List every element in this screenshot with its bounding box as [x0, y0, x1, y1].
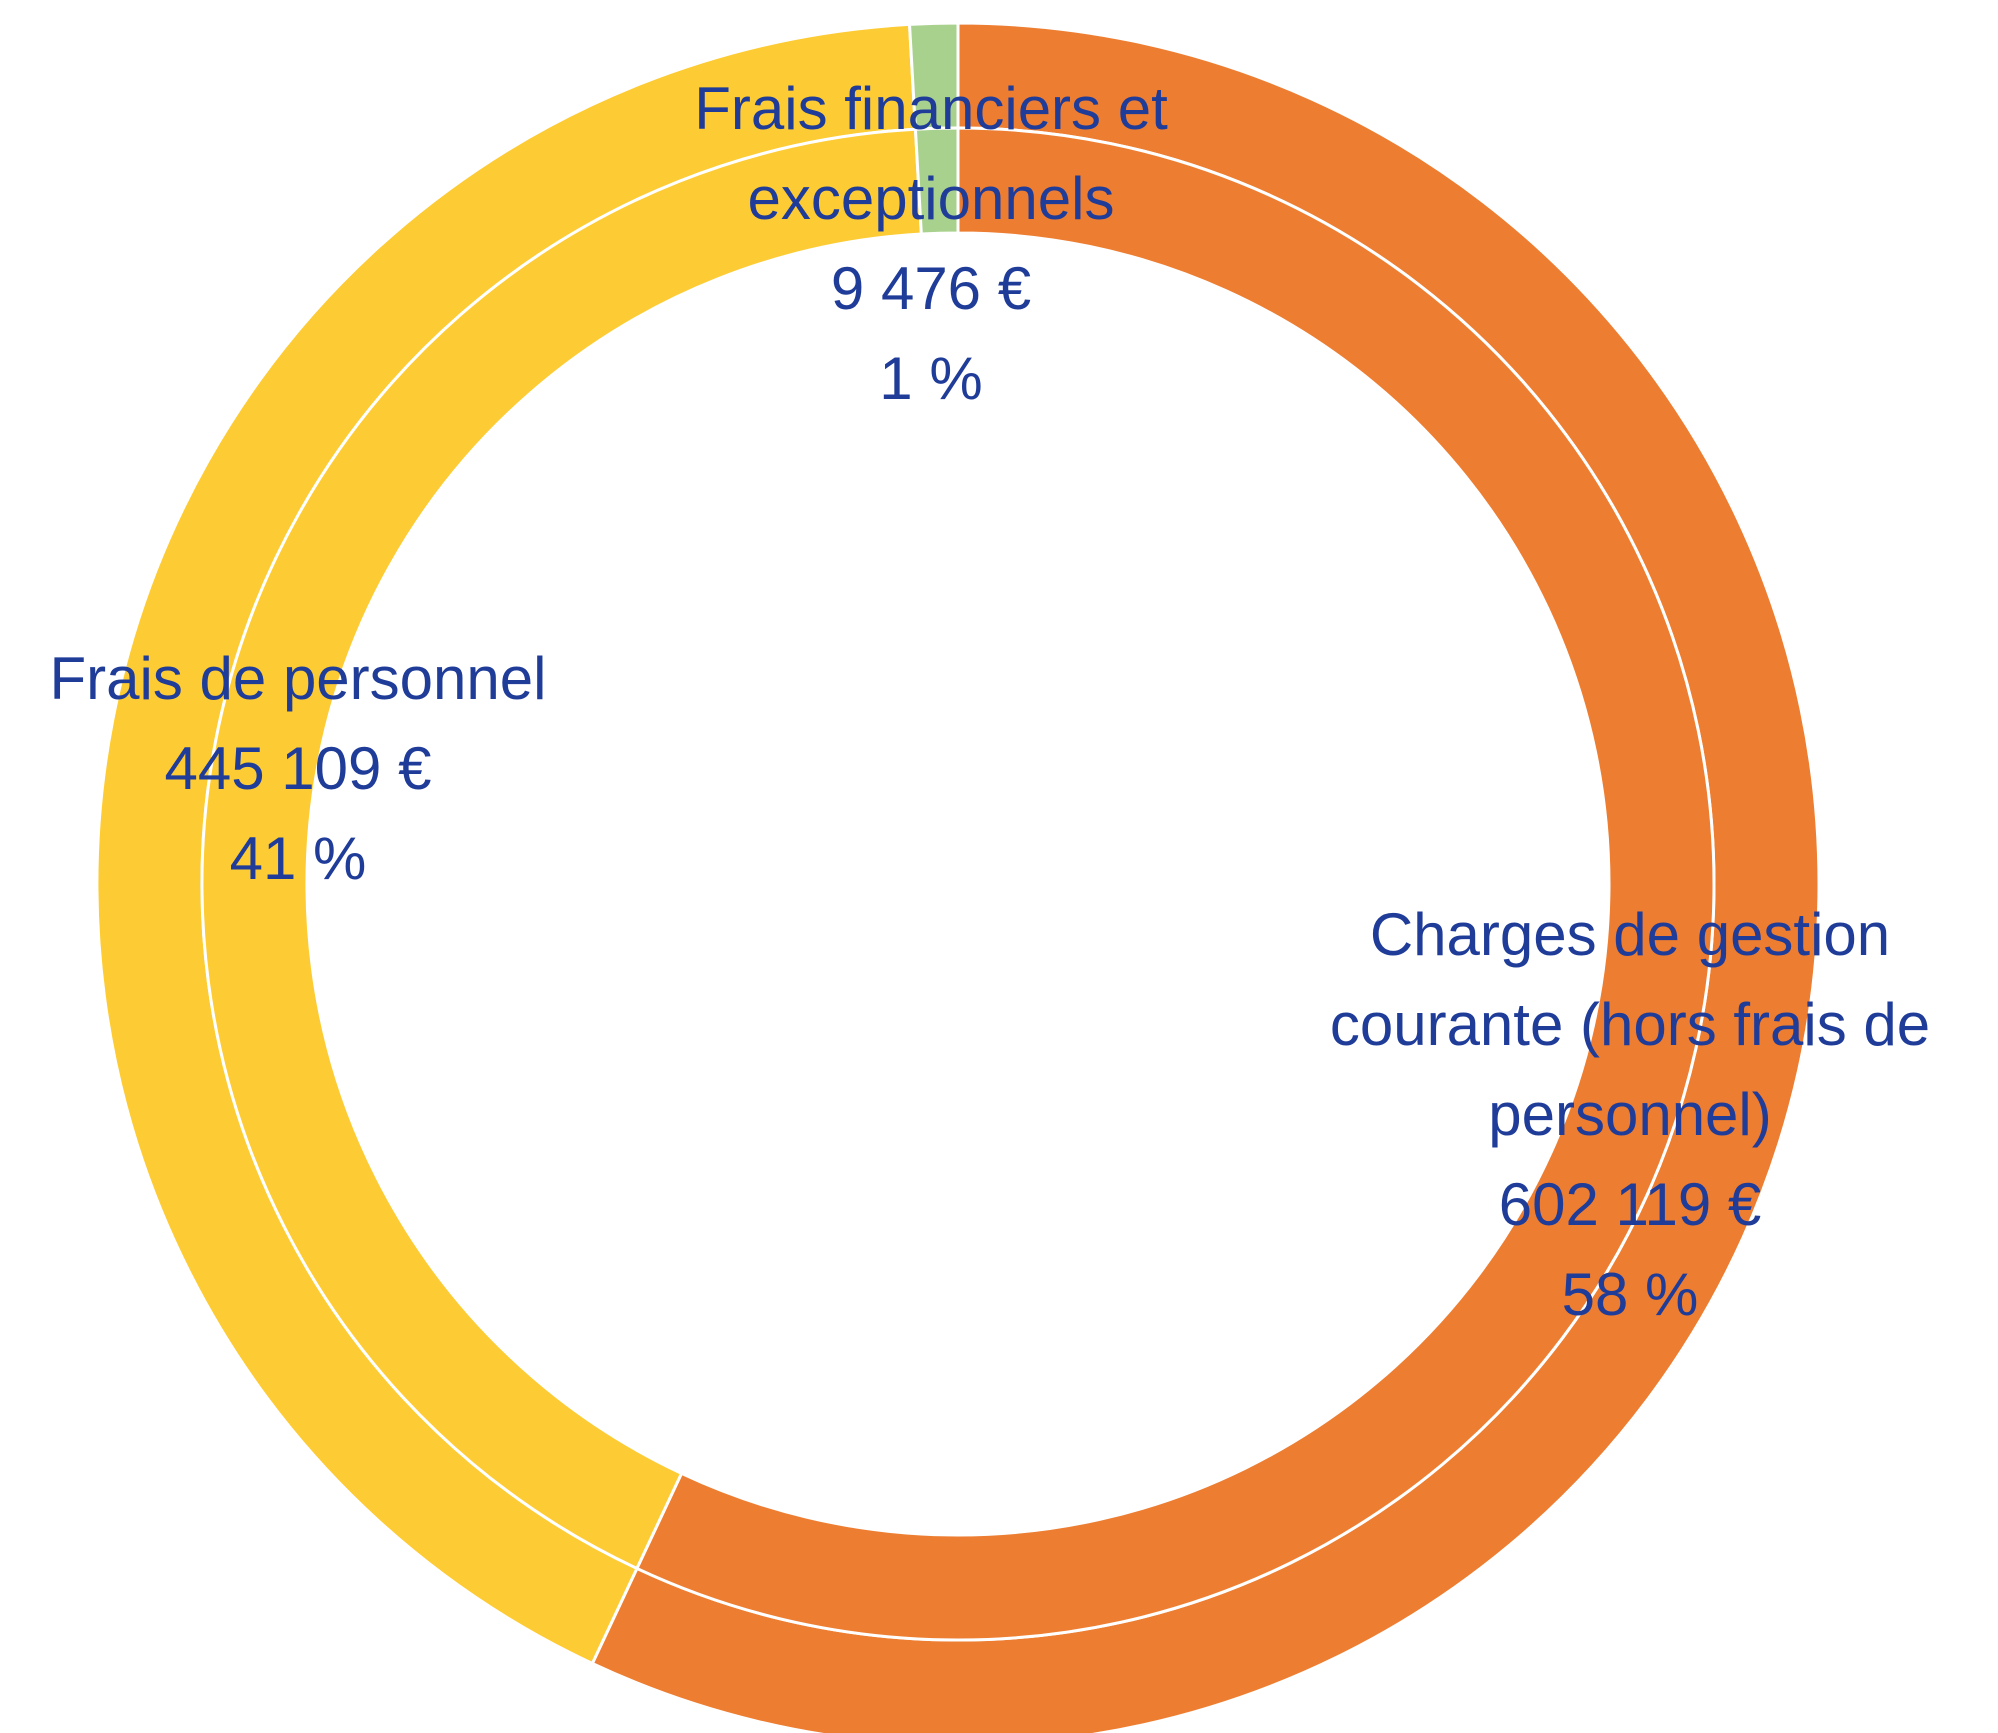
data-label: Frais de personnel 445 109 € 41 % — [0, 634, 648, 904]
category-label: Frais de personnel — [49, 645, 547, 712]
inner-slice — [200, 127, 923, 1571]
category-label: Charges de gestion courante (hors frais … — [1329, 901, 1931, 1148]
data-label: Charges de gestion courante (hors frais … — [1280, 890, 1980, 1340]
inner-slice — [913, 126, 960, 236]
data-label: Frais financiers et exceptionnels 9 476 €… — [631, 64, 1231, 424]
inner-slice — [634, 126, 1716, 1642]
percentage-label: 58 % — [1561, 1261, 1699, 1328]
percentage-label: 41 % — [229, 825, 367, 892]
category-label: Frais financiers et exceptionnels — [694, 75, 1168, 232]
value-label: 445 109 € — [164, 735, 432, 802]
value-label: 9 476 € — [830, 255, 1032, 322]
value-label: 602 119 € — [1498, 1171, 1762, 1238]
percentage-label: 1 % — [879, 345, 983, 412]
